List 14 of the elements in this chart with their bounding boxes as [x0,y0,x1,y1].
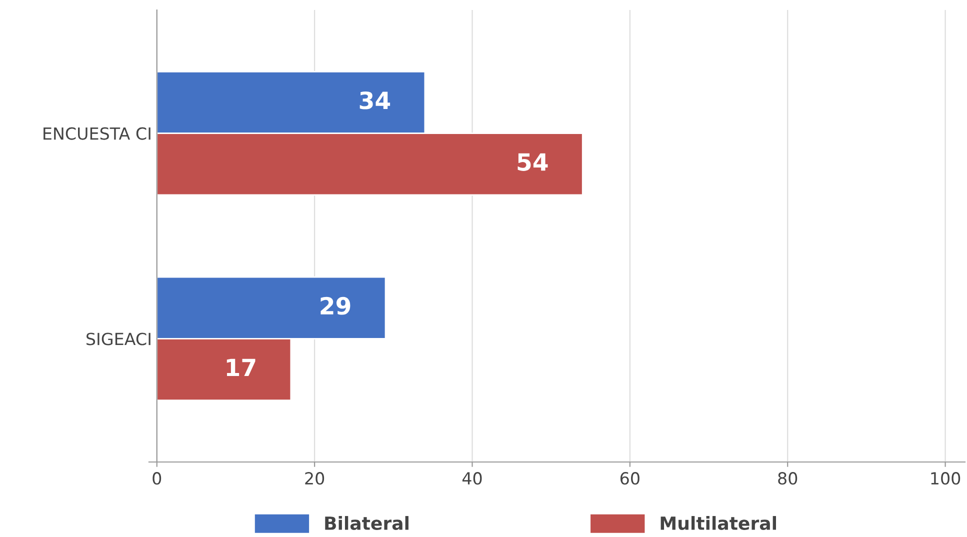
x-tick-label: 80 [778,472,798,485]
legend-label: Bilateral [325,516,408,530]
x-tick-label: 20 [305,472,324,485]
data-label: 17 [226,358,256,376]
data-label: 29 [320,296,350,315]
data-label: 34 [360,91,390,110]
x-tick-label: 100 [931,472,960,485]
x-tick-label: 0 [152,472,162,485]
y-tick-label: SIGEACI [86,332,150,346]
x-tick-label: 40 [462,472,482,485]
x-tick-label: 60 [620,472,640,485]
legend-label: Multilateral [660,516,776,530]
y-tick-label: ENCUESTA CI [44,127,150,140]
data-label: 54 [518,153,548,171]
